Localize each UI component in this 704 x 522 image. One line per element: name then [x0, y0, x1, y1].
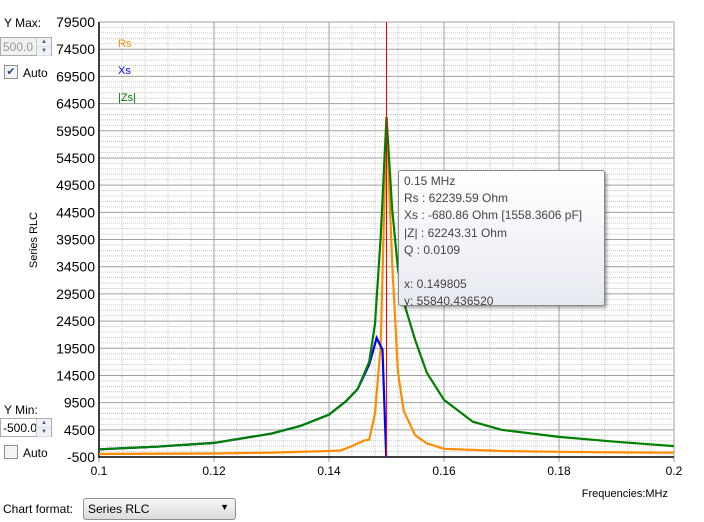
x-tick-label: 0.18	[547, 464, 571, 478]
x-tick-label: 0.1	[91, 464, 108, 478]
spin-down-icon[interactable]: ▼	[37, 47, 51, 56]
ymin-auto-checkbox[interactable]	[4, 445, 18, 459]
tooltip-frequency: 0.15 MHz	[404, 174, 456, 188]
ymax-auto-label: Auto	[23, 66, 48, 80]
y-tick-label: 4500	[64, 422, 95, 438]
y-tick-label: 29500	[56, 286, 95, 302]
y-tick-label: 69500	[56, 68, 95, 84]
x-tick-label: 0.2	[666, 464, 683, 478]
cursor-tooltip: 0.15 MHz Rs : 62239.59 Ohm Xs : -680.86 …	[398, 170, 605, 308]
x-tick-label: 0.12	[202, 464, 226, 478]
chevron-down-icon: ▼	[220, 502, 229, 512]
y-tick-label: 59500	[56, 123, 95, 139]
y-tick-label: 74500	[56, 41, 95, 57]
spin-down-icon[interactable]: ▼	[37, 428, 51, 437]
chart-format-label: Chart format:	[3, 502, 74, 516]
x-tick-label: 0.16	[432, 464, 456, 478]
chart-format-value: Series RLC	[88, 502, 150, 516]
y-tick-label: -500	[67, 449, 95, 465]
ymax-spinner[interactable]: 500.0 ▲ ▼	[0, 37, 52, 56]
ymax-auto-checkbox[interactable]: ✔	[4, 65, 18, 79]
x-tick-label: 0.14	[317, 464, 341, 478]
legend-entry: |Zs|	[118, 92, 136, 104]
ymax-label: Y Max:	[4, 16, 42, 30]
spin-up-icon[interactable]: ▲	[37, 419, 51, 428]
y-tick-label: 79500	[56, 14, 95, 30]
tooltip-rs: Rs : 62239.59 Ohm	[404, 191, 509, 206]
y-tick-label: 39500	[56, 232, 95, 248]
y-axis-label: Series RLC	[28, 212, 40, 268]
x-axis-label: Frequencies:MHz	[582, 488, 668, 500]
legend-entry: Xs	[118, 65, 131, 77]
ymin-label: Y Min:	[4, 403, 38, 417]
ymin-value[interactable]: -500.0	[3, 421, 38, 435]
tooltip-z: |Z| : 62243.31 Ohm	[404, 225, 507, 240]
legend-entry: Rs	[118, 38, 132, 50]
ymin-spinner[interactable]: -500.0 ▲ ▼	[0, 418, 52, 437]
chart-format-dropdown[interactable]: Series RLC ▼	[83, 498, 236, 520]
y-tick-label: 9500	[64, 395, 95, 411]
ymax-value[interactable]: 500.0	[3, 40, 34, 54]
tooltip-x: x: 0.149805	[404, 277, 467, 292]
y-tick-label: 44500	[56, 204, 95, 220]
y-tick-label: 49500	[56, 177, 95, 193]
y-tick-label: 54500	[56, 150, 95, 166]
tooltip-xs: Xs : -680.86 Ohm [1558.3606 pF]	[404, 208, 583, 223]
y-tick-label: 19500	[56, 340, 95, 356]
y-tick-label: 34500	[56, 259, 95, 275]
tooltip-y: y: 55840.436520	[404, 294, 494, 309]
y-tick-label: 64500	[56, 96, 95, 112]
spin-up-icon[interactable]: ▲	[37, 38, 51, 47]
ymin-auto-label: Auto	[23, 446, 48, 460]
y-tick-label: 14500	[56, 367, 95, 383]
y-tick-label: 24500	[56, 313, 95, 329]
tooltip-q: Q : 0.0109	[404, 242, 461, 257]
